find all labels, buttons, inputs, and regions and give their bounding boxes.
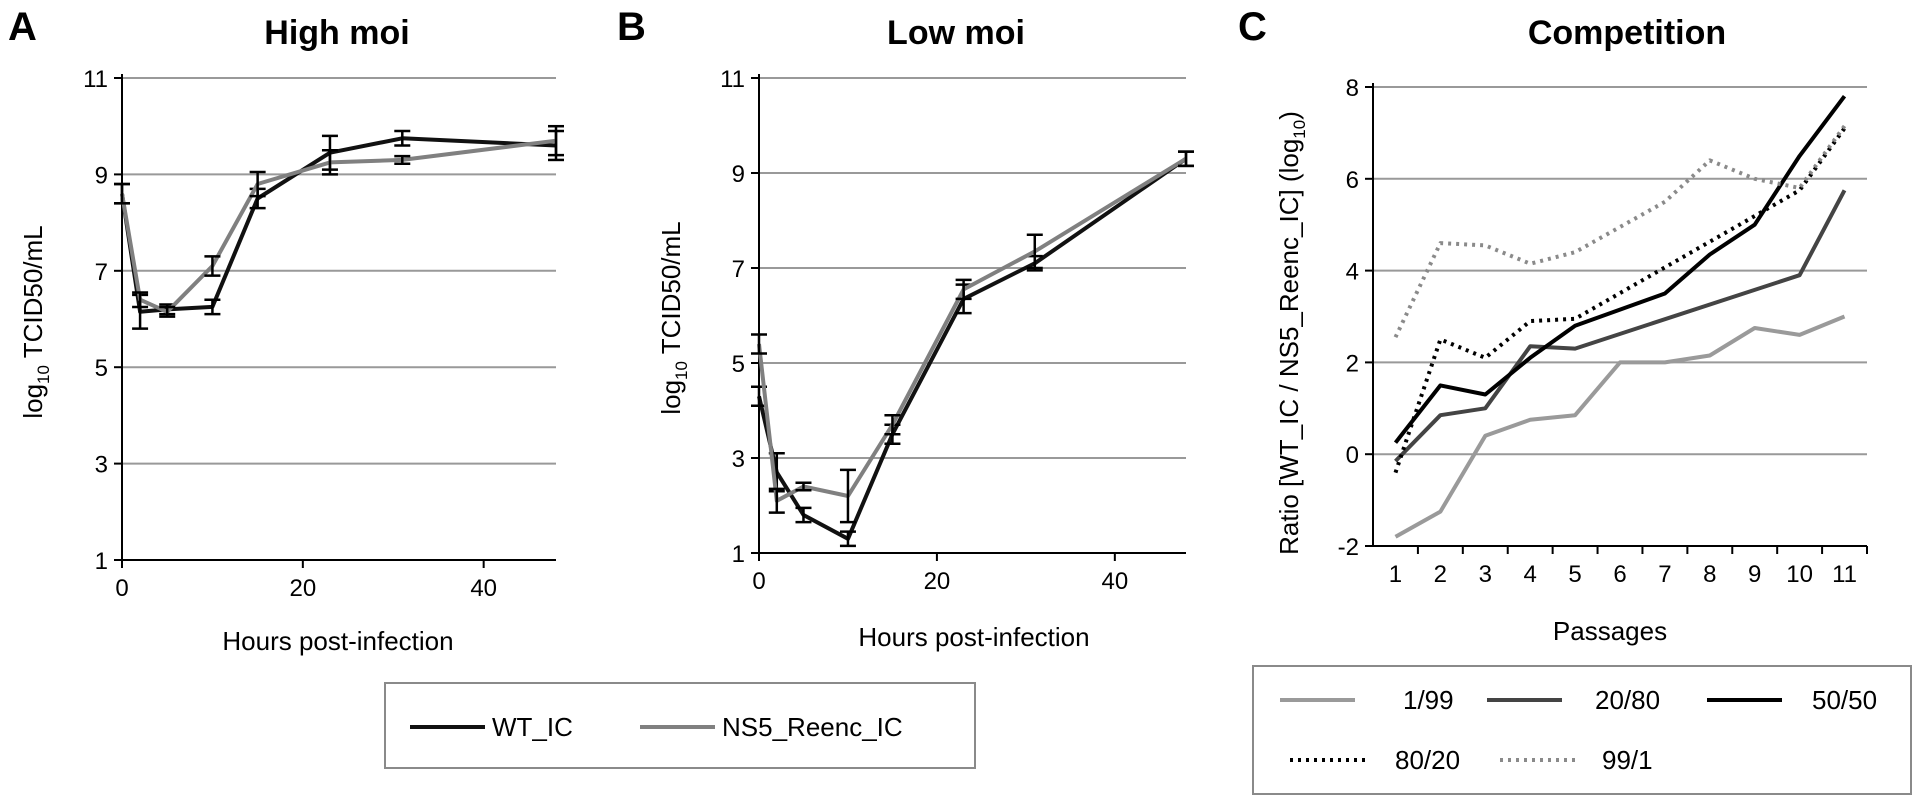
- panel-c-ylabel: Ratio [WT_IC / NS5_Reenc_IC] (log10): [1274, 111, 1309, 555]
- panel-c-ytick-label: 2: [1346, 350, 1359, 377]
- panel-a-errorbar-ns5-reenc-ic: [159, 305, 176, 318]
- panel-b-errorbar-ns5-reenc-ic: [751, 333, 767, 355]
- panel-c-title: Competition: [1528, 14, 1726, 52]
- panel-c-series-50-50: [1393, 94, 1847, 444]
- panel-a-errorbar-wt-ic: [204, 298, 221, 316]
- panel-b-errorbar-ns5-reenc-ic: [1026, 233, 1043, 270]
- panel-a-ytick-label: 11: [83, 66, 108, 93]
- legend-label-1-99: 1/99: [1403, 685, 1454, 715]
- panel-a-title: High moi: [264, 14, 409, 52]
- panel-a-errorbar-ns5-reenc-ic: [204, 255, 221, 277]
- panel-c-xtick-label: 4: [1524, 561, 1537, 588]
- panel-b-series-wt-ic: [757, 157, 1188, 541]
- panel-c-xtick-label: 3: [1479, 561, 1492, 588]
- panel-b-errorbar-wt-ic: [839, 530, 856, 548]
- panel-b-errorbar-ns5-reenc-ic: [884, 414, 901, 436]
- panel-c-xtick-label: 6: [1613, 561, 1626, 588]
- panel-c-series-20-80: [1394, 189, 1847, 463]
- panel-b-errorbar-ns5-reenc-ic: [768, 487, 785, 514]
- panel-a-ytick-label: 5: [95, 355, 108, 382]
- panel-c-xtick-label: 9: [1748, 561, 1761, 588]
- legend-label-80-20: 80/20: [1395, 745, 1460, 775]
- competition-legend-box: [1252, 665, 1912, 795]
- panel-a-errorbar-wt-ic: [394, 129, 411, 147]
- panel-b-xtick-label: 20: [924, 568, 951, 595]
- panel-c-ytick-label: 0: [1346, 442, 1359, 469]
- panel-c-xtick-label: 8: [1703, 561, 1716, 588]
- panel-b-errorbar-ns5-reenc-ic: [839, 468, 856, 524]
- legend-label-ns5-reenc-ic: NS5_Reenc_IC: [722, 712, 903, 742]
- panel-a-ytick-label: 7: [95, 259, 108, 286]
- legend-label-50-50: 50/50: [1812, 685, 1877, 715]
- panel-b-errorbar-ns5-reenc-ic: [955, 278, 972, 301]
- panel-c-ytick-label: -2: [1338, 534, 1359, 561]
- panel-a-xtick-label: 0: [115, 575, 128, 602]
- panel-c-ytick-label: 8: [1346, 75, 1359, 102]
- panel-c-xtick-label: 7: [1658, 561, 1671, 588]
- panel-c-ytick-label: 6: [1346, 167, 1359, 194]
- panel-b-errorbar-ns5-reenc-ic: [795, 481, 812, 492]
- panel-c-ytick-label: 4: [1346, 259, 1359, 286]
- panel-b-title: Low moi: [887, 14, 1025, 52]
- panel-a-errorbar-ns5-reenc-ic: [394, 154, 411, 166]
- panel-b-ytick-label: 11: [720, 66, 745, 93]
- panel-b-ytick-label: 1: [732, 541, 745, 568]
- panel-b-ytick-label: 7: [732, 256, 745, 283]
- panel-c-xlabel: Passages: [1553, 616, 1667, 646]
- panel-a-xtick-label: 20: [289, 575, 316, 602]
- panel-b-series-ns5-reenc-ic: [757, 156, 1188, 503]
- panel-a-ytick-label: 1: [95, 548, 108, 575]
- panel-b-ylabel: log10 TCID50/mL: [656, 221, 691, 414]
- panel-b-ytick-label: 5: [732, 351, 745, 378]
- growth-legend: WT_IC NS5_Reenc_IC: [384, 682, 976, 769]
- legend-label-20-80: 20/80: [1595, 685, 1660, 715]
- panel-b-xtick-label: 40: [1101, 568, 1128, 595]
- panel-b-ytick-label: 9: [732, 161, 745, 188]
- panel-c-xtick-label: 1: [1389, 561, 1402, 588]
- panel-b-xtick-label: 0: [752, 568, 765, 595]
- panel-a-errorbar-ns5-reenc-ic: [321, 149, 338, 176]
- panel-b-errorbar-ns5-reenc-ic: [1178, 150, 1194, 168]
- panel-b-xlabel: Hours post-infection: [858, 622, 1089, 652]
- panel-a-errorbar-ns5-reenc-ic: [249, 170, 266, 198]
- panel-c-plot: -2 0 2 4 6 8 1 2 3 4 5 6 7 8 9 10 11: [1338, 75, 1868, 588]
- panel-a-plot: 1 3 5 7 9 11 0 20 40: [83, 66, 564, 602]
- panel-c-series-99-1: [1393, 124, 1847, 339]
- panel-c-xtick-label: 2: [1434, 561, 1447, 588]
- panel-a-series-wt-ic: [120, 136, 557, 314]
- panel-a-ytick-label: 3: [95, 452, 108, 479]
- panel-b-errorbar-wt-ic: [795, 506, 812, 524]
- panel-c-xtick-label: 11: [1832, 561, 1857, 588]
- legend-label-wt-ic: WT_IC: [492, 712, 573, 742]
- panel-c-xtick-label: 10: [1786, 561, 1813, 588]
- panel-a-xlabel: Hours post-infection: [222, 626, 453, 656]
- competition-legend: 1/99 20/80 50/50 80/20 99/1: [1252, 665, 1912, 795]
- panel-c-series-80-20: [1393, 127, 1847, 474]
- panel-a-errorbar-ns5-reenc-ic: [114, 182, 130, 205]
- panel-b-ytick-label: 3: [732, 446, 745, 473]
- panel-a-ylabel: log10 TCID50/mL: [18, 225, 53, 418]
- panel-c-xtick-label: 5: [1568, 561, 1581, 588]
- panel-letter-c: C: [1238, 5, 1267, 49]
- panel-b-plot: 1 3 5 7 9 11 0 20 40: [720, 66, 1194, 595]
- panel-c-series-1-99: [1394, 314, 1846, 539]
- panel-a-series-ns5-reenc-ic: [120, 138, 557, 314]
- panel-a-errorbar-ns5-reenc-ic: [132, 291, 149, 309]
- panel-a-errorbar-ns5-reenc-ic: [548, 124, 564, 157]
- panel-a-ytick-label: 9: [95, 162, 108, 189]
- panel-a-xtick-label: 40: [470, 575, 497, 602]
- panel-letter-b: B: [617, 5, 646, 49]
- panel-letter-a: A: [8, 5, 37, 49]
- legend-label-99-1: 99/1: [1602, 745, 1653, 775]
